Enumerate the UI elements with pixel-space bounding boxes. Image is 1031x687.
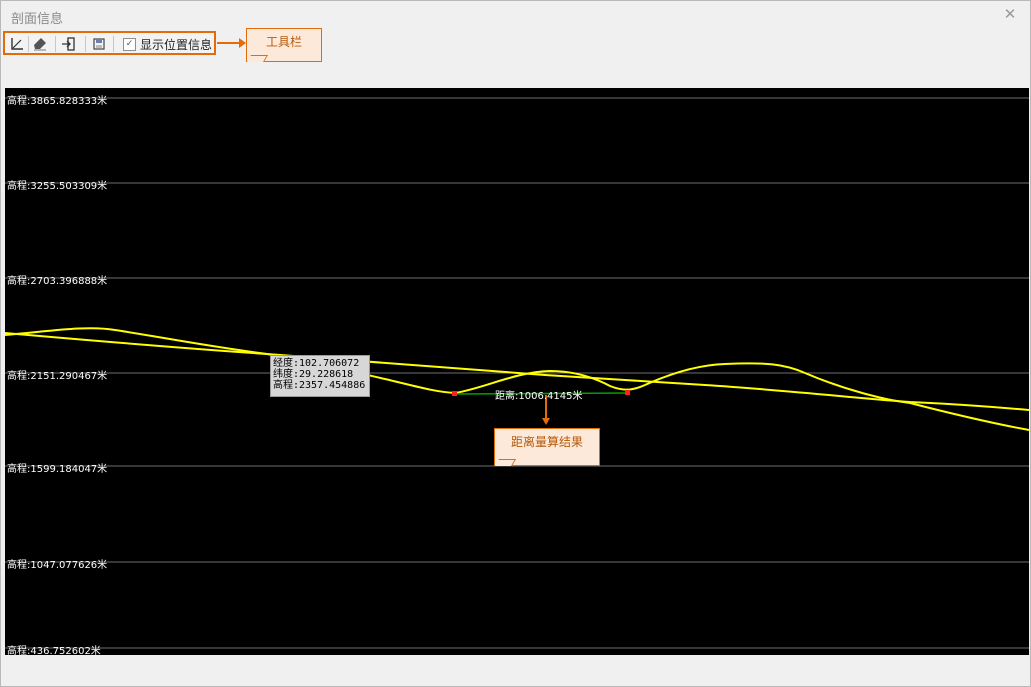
elevation-label: 高程:3255.503309米 (7, 179, 107, 192)
close-icon[interactable]: ✕ (1002, 6, 1018, 22)
profile-chart-svg: 高程:3865.828333米高程:3255.503309米高程:2703.39… (5, 88, 1029, 655)
tooltip-elevation: 高程:2357.454886 (273, 380, 369, 391)
profile-line-a (5, 328, 1029, 430)
distance-label: 距离:1006.4145米 (495, 387, 582, 402)
toolbar-callout: 工具栏 (246, 28, 322, 62)
elevation-label: 高程:1599.184047米 (7, 462, 107, 475)
elevation-label: 高程:436.752602米 (7, 644, 101, 655)
distance-end-point (625, 390, 630, 395)
measure-icon[interactable] (9, 36, 25, 52)
save-icon[interactable] (91, 36, 107, 52)
show-position-label: 显示位置信息 (140, 36, 212, 53)
tooltip-longitude: 经度:102.706072 (273, 358, 369, 369)
clear-icon[interactable] (32, 36, 48, 52)
elevation-label: 高程:2703.396888米 (7, 274, 107, 287)
elevation-label: 高程:3865.828333米 (7, 94, 107, 107)
distance-callout: 距离量算结果 (494, 428, 600, 466)
elevation-label: 高程:1047.077626米 (7, 558, 107, 571)
toolbar: ✓ 显示位置信息 (3, 31, 216, 55)
toolbar-callout-arrow (217, 37, 247, 49)
window-title: 剖面信息 (11, 8, 63, 27)
export-icon[interactable] (60, 36, 76, 52)
tooltip-latitude: 纬度:29.228618 (273, 369, 369, 380)
show-position-checkbox[interactable]: ✓ (123, 38, 136, 51)
distance-start-point (452, 391, 457, 396)
elevation-label: 高程:2151.290467米 (7, 369, 107, 382)
profile-chart[interactable]: 高程:3865.828333米 高程:3255.503309米 高程:2703.39… (5, 88, 1029, 655)
position-tooltip: 经度:102.706072 纬度:29.228618 高程:2357.45488… (270, 355, 370, 397)
